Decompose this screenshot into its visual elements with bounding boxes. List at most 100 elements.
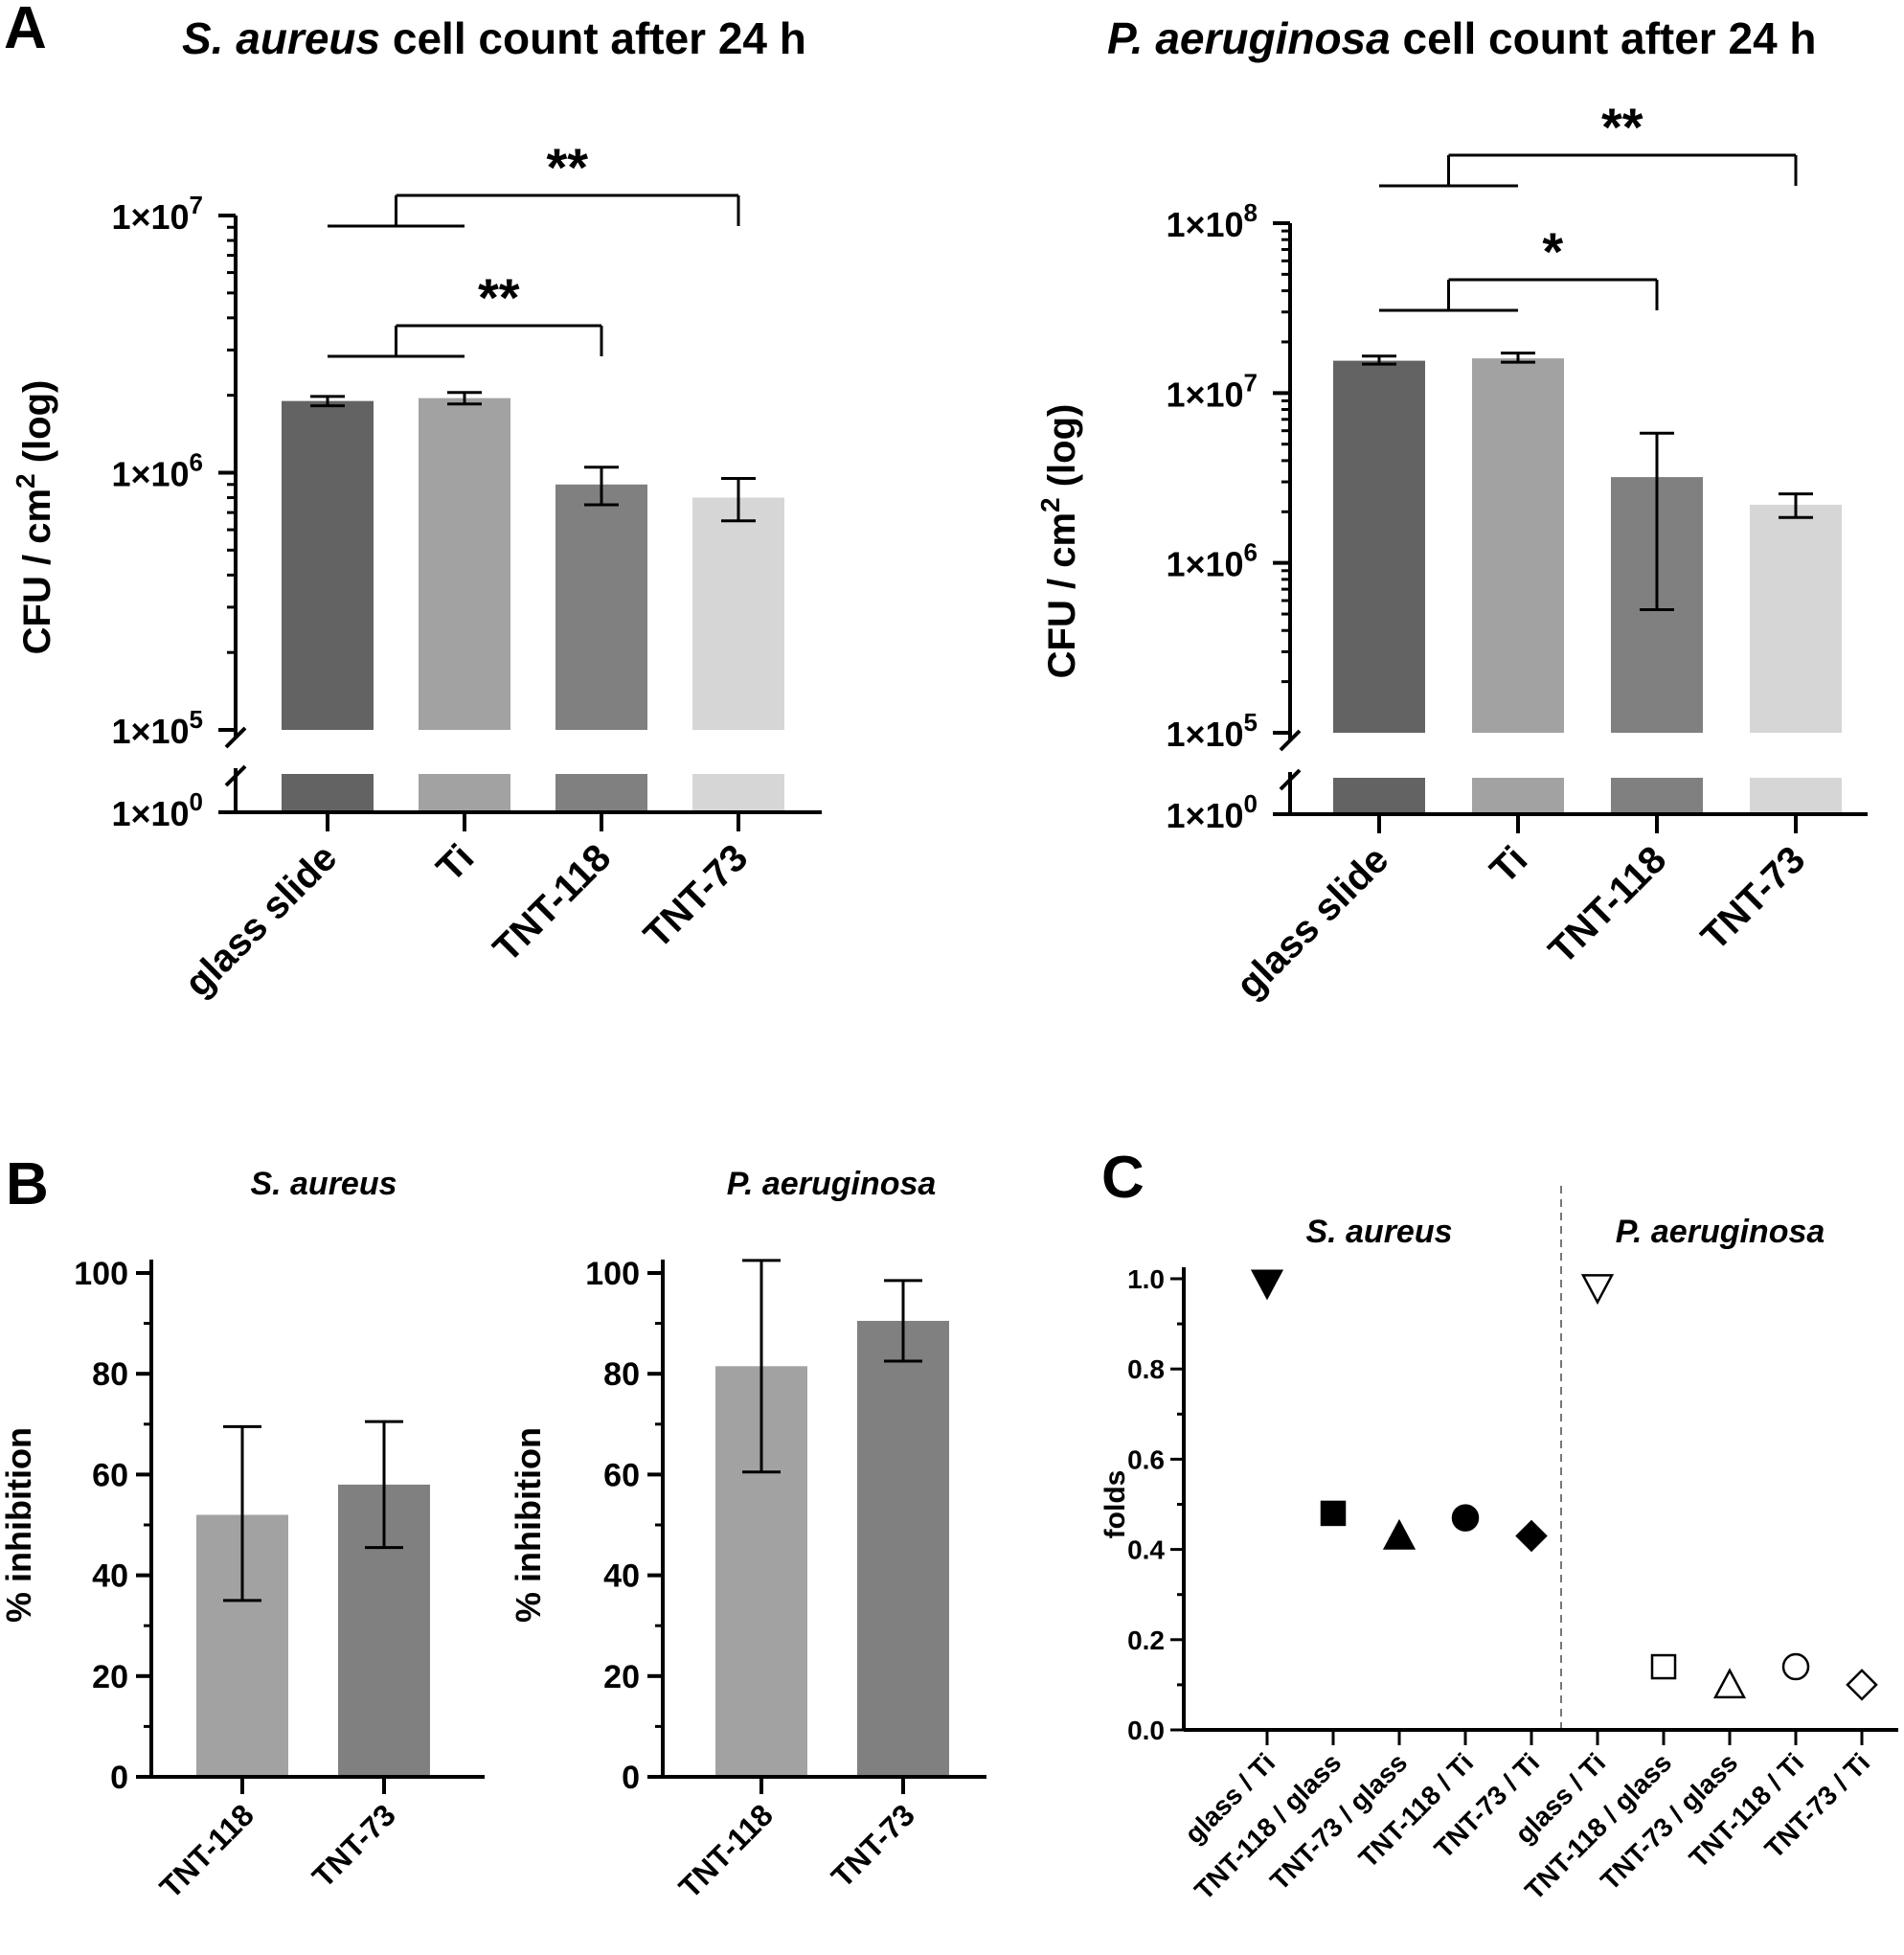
y-tick-label-base: 1×10 [111,455,189,494]
bar [857,1320,949,1775]
axis-break-mark [1279,729,1302,752]
y-tick-label-exponent: 0 [1244,789,1258,818]
significance-stars: ** [478,267,520,328]
x-tick-label: TNT-118 [672,1797,780,1904]
x-tick-label: TNT-73 [825,1797,921,1894]
marker-diamond [1846,1669,1878,1701]
y-tick-label: 0.4 [1127,1535,1165,1565]
y-tick-label: 80 [603,1356,640,1393]
y-axis-label-tail: (log) [16,380,58,474]
chart-a-s-aureus: S. aureus cell count after 24 h CFU / cm2… [11,13,822,1005]
bar-lower-segment [419,774,510,810]
chart-b-s-aureus: S. aureus % inhibition 0 20 40 60 80 100 TNT-118… [0,1166,485,1905]
marker-triangle-up [1712,1668,1747,1699]
bar [282,400,374,730]
y-tick-label: 60 [92,1457,128,1493]
bar-lower-segment [1472,778,1564,812]
marker-circle [1781,1652,1810,1681]
bar [419,398,510,730]
x-tick-label: TNT-73 [636,836,756,956]
y-tick-label: 20 [92,1659,128,1695]
panel-label-b: B [6,1151,49,1217]
chart-title-rest: cell count after 24 h [1391,13,1817,63]
y-axis-label-tail: (log) [1041,404,1083,498]
y-tick-label: 0 [622,1760,640,1796]
chart-title: P. aeruginosa [727,1166,937,1202]
y-tick-label: 1×105 [1166,708,1258,754]
y-tick-label: 100 [585,1256,640,1292]
bar [1333,360,1425,733]
y-tick-label: 1×106 [111,448,203,494]
y-tick-label: 1×107 [1166,368,1258,414]
axis-break-mark [1279,768,1302,791]
bar-lower-segment [555,774,647,810]
x-tick-label: glass slide [177,836,346,1005]
group-label: P. aeruginosa [1616,1214,1825,1250]
chart-b-p-aeruginosa: P. aeruginosa % inhibition 0 20 40 60 80 100 TNT… [509,1166,986,1905]
marker-circle [1451,1504,1480,1532]
y-axis-label: folds [1099,1470,1131,1539]
bar [692,497,784,730]
y-tick-label-base: 1×10 [1166,375,1243,414]
chart-c-folds: S. aureus P. aeruginosa folds 0.0 0.2 0.4 0.6 0… [1099,1186,1898,1905]
y-axis-label: % inhibition [0,1427,38,1623]
x-tick-label: Ti [429,836,483,890]
y-axis-label-main: CFU / cm [1041,512,1083,678]
y-tick-label: 0.6 [1127,1444,1165,1474]
bar [555,484,647,730]
y-tick-label-exponent: 7 [190,191,203,219]
significance-stars: ** [1601,97,1643,157]
y-tick-label-exponent: 6 [1244,538,1258,567]
chart-title: S. aureus [250,1166,397,1202]
marker-square [1650,1653,1677,1680]
group-label: S. aureus [1305,1214,1452,1250]
y-tick-label: 0.0 [1127,1716,1165,1745]
y-tick-label-exponent: 0 [190,787,203,816]
y-tick-label: 1×100 [1166,789,1258,835]
chart-title: S. aureus cell count after 24 h [182,13,806,63]
y-axis-label-main: CFU / cm [16,489,58,654]
y-tick-label: 40 [92,1558,128,1595]
y-tick-label: 1.0 [1127,1264,1165,1294]
x-tick-label: glass slide [1229,838,1397,1007]
chart-title-species: S. aureus [182,13,380,63]
x-tick-label: TNT-118 [486,836,620,970]
bar-lower-segment [1611,778,1703,812]
y-axis-label-superscript: 2 [1035,497,1065,512]
y-tick-label-base: 1×10 [1166,205,1243,244]
y-tick-label: 1×108 [1166,198,1258,244]
y-axis-label: CFU / cm2 (log) [11,380,58,655]
y-tick-label-base: 1×10 [1166,545,1243,584]
y-tick-label-exponent: 5 [190,705,203,734]
y-tick-label: 100 [74,1256,128,1292]
y-tick-label-base: 1×10 [1166,715,1243,754]
x-tick-label: TNT-118 [153,1797,261,1904]
significance-stars: ** [546,137,588,197]
bar-lower-segment [692,774,784,810]
y-axis-label-superscript: 2 [11,473,40,489]
chart-title: P. aeruginosa cell count after 24 h [1107,13,1817,63]
significance-stars: * [1542,221,1563,282]
chart-title-rest: cell count after 24 h [380,13,806,63]
panel-label-c: C [1101,1145,1145,1211]
y-tick-label-base: 1×10 [111,197,189,237]
y-tick-label-base: 1×10 [1166,796,1243,835]
marker-square [1320,1500,1347,1527]
bar-lower-segment [1750,778,1842,812]
y-tick-label-exponent: 6 [190,448,203,477]
x-tick-label: TNT-73 [306,1797,402,1894]
bar-lower-segment [282,774,374,810]
panel-label-a: A [4,0,47,61]
y-axis-label: CFU / cm2 (log) [1035,404,1083,679]
y-axis-label: % inhibition [509,1427,548,1623]
axis-break-mark [224,726,247,749]
y-tick-label: 0.2 [1127,1625,1165,1655]
bar-lower-segment [1333,778,1425,812]
y-tick-label-exponent: 7 [1244,368,1258,397]
x-tick-label: Ti [1483,838,1536,892]
y-tick-label: 0 [110,1760,128,1796]
marker-triangle-down [1250,1269,1284,1301]
y-tick-label-base: 1×10 [111,712,189,751]
x-tick-label: TNT-73 [1693,838,1813,958]
